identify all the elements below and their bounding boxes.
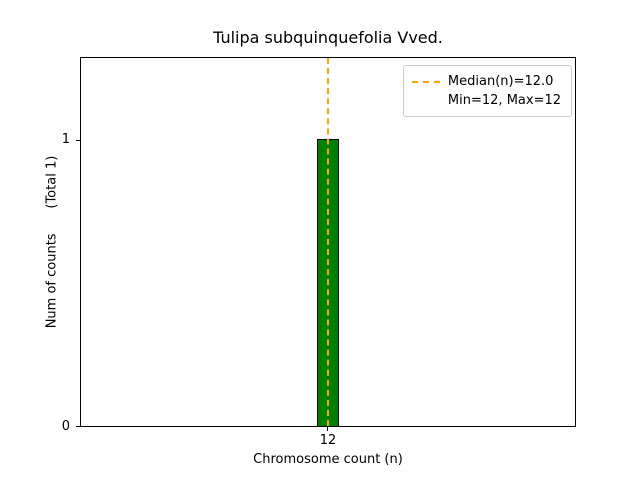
legend: Median(n)=12.0 Min=12, Max=12 (402, 65, 572, 117)
y-tick-label-0: 0 (61, 419, 70, 434)
legend-minmax-label: Min=12, Max=12 (447, 93, 561, 108)
y-tick-mark-1 (76, 140, 80, 141)
y-tick-mark-0 (76, 426, 80, 427)
median-line (327, 58, 329, 426)
chart-title: Tulipa subquinquefolia Vved. (213, 28, 443, 47)
legend-entry-median: Median(n)=12.0 (411, 72, 561, 91)
median-line-legend-icon (411, 80, 440, 83)
legend-entry-minmax: Min=12, Max=12 (412, 91, 561, 110)
x-axis-label: Chromosome count (n) (253, 452, 403, 467)
x-tick-mark-12 (327, 427, 328, 431)
y-axis-label: Num of counts (Total 1) (44, 155, 60, 329)
y-tick-label-1: 1 (61, 132, 70, 147)
plot-area (80, 57, 576, 427)
legend-median-label: Median(n)=12.0 (447, 74, 554, 89)
x-tick-label-12: 12 (319, 433, 337, 448)
